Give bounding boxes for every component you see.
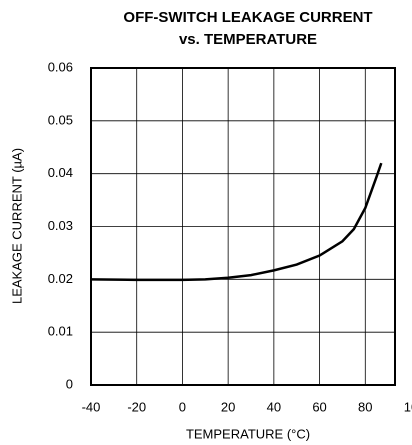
chart-title: OFF-SWITCH LEAKAGE CURRENT — [123, 9, 372, 26]
x-tick-label: 60 — [312, 399, 326, 414]
y-axis-label: LEAKAGE CURRENT (µA) — [9, 148, 24, 304]
x-tick-label: 0 — [179, 399, 186, 414]
y-tick-label: 0 — [66, 376, 73, 391]
y-tick-label: 0.03 — [48, 218, 73, 233]
y-tick-label: 0.04 — [48, 165, 73, 180]
x-tick-label: 40 — [267, 399, 281, 414]
y-tick-label: 0.05 — [48, 112, 73, 127]
plot-frame — [90, 67, 396, 386]
chart-title: vs. TEMPERATURE — [179, 31, 317, 48]
x-tick-label: 10 — [404, 399, 412, 414]
x-tick-label: -40 — [82, 399, 101, 414]
y-tick-label: 0.06 — [48, 59, 73, 74]
x-tick-label: -20 — [127, 399, 146, 414]
x-tick-label: 20 — [221, 399, 235, 414]
data-line — [90, 162, 383, 282]
x-tick-label: 80 — [358, 399, 372, 414]
y-tick-label: 0.01 — [48, 324, 73, 339]
x-axis-label: TEMPERATURE (°C) — [186, 426, 310, 441]
y-tick-label: 0.02 — [48, 271, 73, 286]
